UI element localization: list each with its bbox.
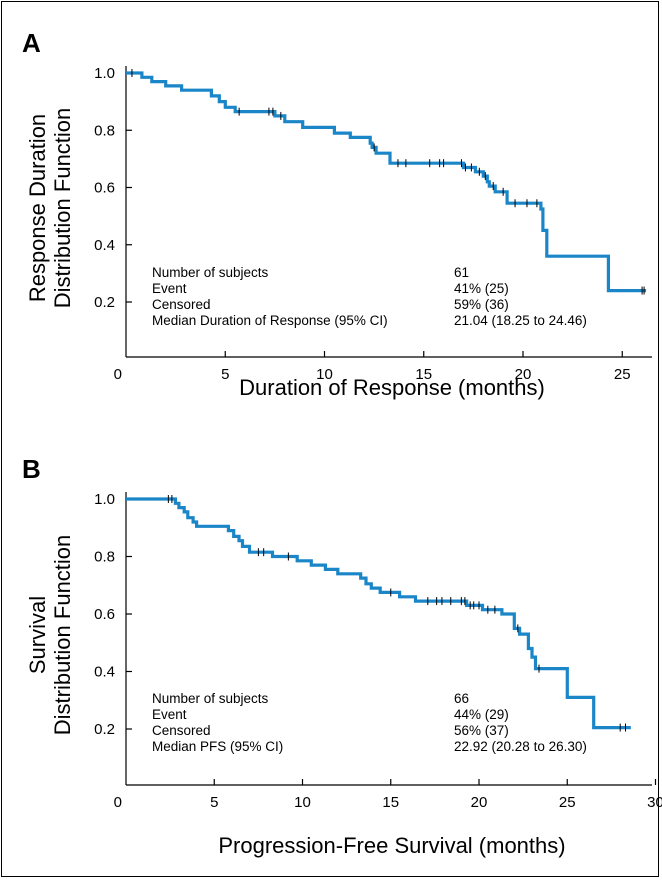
panel-b-stat-label: Censored bbox=[152, 723, 211, 738]
panel-b-x-tick-label: 0 bbox=[114, 794, 122, 811]
panel-b-stat-value: 66 bbox=[454, 691, 469, 706]
panel-b-x-tick-label: 20 bbox=[471, 794, 488, 811]
panel-b-y-tick-label: 1.0 bbox=[94, 491, 115, 508]
panel-a-y-tick-label: 0.6 bbox=[94, 180, 115, 197]
panel-a-stat-label: Number of subjects bbox=[152, 265, 269, 280]
panel-b-y-title-line1: Survival bbox=[25, 596, 50, 674]
panel-a: A Response Duration Distribution Functio… bbox=[22, 28, 652, 400]
panel-b-y-tick-label: 0.2 bbox=[94, 721, 115, 738]
panel-b-stat-value: 44% (29) bbox=[454, 707, 509, 722]
panel-a-stat-value: 61 bbox=[454, 265, 469, 280]
panel-a-km-curve bbox=[126, 71, 647, 293]
panel-b-x-tick-label: 30 bbox=[647, 794, 662, 811]
panel-a-stat-label: Median Duration of Response (95% CI) bbox=[152, 313, 388, 328]
panel-a-y-title-line2: Distribution Function bbox=[50, 108, 75, 309]
panel-a-x-tick-label: 10 bbox=[316, 366, 333, 383]
panel-b-x-axis-title: Progression-Free Survival (months) bbox=[218, 833, 565, 858]
panel-b-y-tick-label: 0.8 bbox=[94, 549, 115, 566]
panel-b-x-tick-label: 15 bbox=[382, 794, 399, 811]
panel-b-stat-value: 22.92 (20.28 to 26.30) bbox=[454, 739, 587, 754]
panel-b-letter: B bbox=[22, 454, 41, 484]
panel-b-stat-value: 56% (37) bbox=[454, 723, 509, 738]
panel-a-x-tick-label: 5 bbox=[221, 366, 229, 383]
panel-a-stat-value: 21.04 (18.25 to 24.46) bbox=[454, 313, 587, 328]
panel-a-y-axis-title: Response Duration Distribution Function bbox=[25, 108, 75, 309]
panel-a-y-tick-label: 0.2 bbox=[94, 294, 115, 311]
panel-b: B Survival Distribution Function Progres… bbox=[22, 454, 662, 858]
panel-b-y-title-line2: Distribution Function bbox=[50, 535, 75, 736]
panel-b-x-tick-label: 25 bbox=[559, 794, 576, 811]
panel-b-stat-label: Number of subjects bbox=[152, 691, 269, 706]
panel-a-y-tick-label: 1.0 bbox=[94, 65, 115, 82]
panel-b-x-tick-label: 5 bbox=[210, 794, 218, 811]
panel-b-y-tick-label: 0.6 bbox=[94, 606, 115, 623]
panel-a-y-tick-label: 0.8 bbox=[94, 122, 115, 139]
panel-a-x-tick-label: 15 bbox=[415, 366, 432, 383]
panel-a-x-tick-label: 25 bbox=[614, 366, 631, 383]
panel-a-y-title-line1: Response Duration bbox=[25, 114, 50, 302]
panel-b-x-tick-label: 10 bbox=[294, 794, 311, 811]
panel-a-letter: A bbox=[22, 28, 41, 58]
panel-a-stat-value: 59% (36) bbox=[454, 297, 509, 312]
panel-a-x-tick-label: 0 bbox=[114, 366, 122, 383]
panel-b-stat-label: Median PFS (95% CI) bbox=[152, 739, 283, 754]
panel-b-y-axis-title: Survival Distribution Function bbox=[25, 535, 75, 736]
panel-a-x-tick-label: 20 bbox=[515, 366, 532, 383]
panel-b-y-tick-label: 0.4 bbox=[94, 664, 115, 681]
panel-b-stat-label: Event bbox=[152, 707, 187, 722]
panel-a-stat-label: Censored bbox=[152, 297, 211, 312]
panel-a-stat-value: 41% (25) bbox=[454, 281, 509, 296]
panel-a-stat-label: Event bbox=[152, 281, 187, 296]
panel-b-km-curve bbox=[126, 497, 631, 730]
panel-a-x-axis-title: Duration of Response (months) bbox=[239, 375, 545, 400]
panel-a-y-tick-label: 0.4 bbox=[94, 237, 115, 254]
